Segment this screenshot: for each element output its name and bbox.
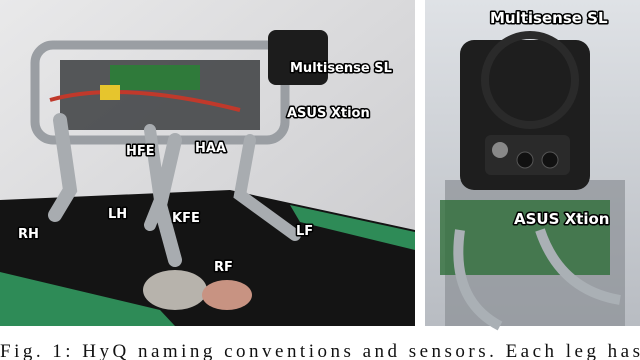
sensor-label: Multisense SL	[290, 61, 392, 76]
sensor-label: ASUS Xtion	[287, 106, 370, 121]
sensor-label: ASUS Xtion	[514, 210, 609, 228]
leg-label: LH	[108, 207, 127, 222]
joint-label: HAA	[195, 141, 226, 156]
left-photo	[0, 0, 415, 326]
sensor-label: Multisense SL	[490, 9, 608, 27]
caption: Fig. 1: HyQ naming conventions and senso…	[0, 341, 640, 360]
leg-label: RF	[214, 260, 233, 275]
leg-label: LF	[296, 224, 313, 239]
joint-label: KFE	[172, 211, 200, 226]
joint-label: HFE	[126, 144, 155, 159]
right-photo	[425, 0, 640, 331]
leg-label: RH	[18, 227, 39, 242]
